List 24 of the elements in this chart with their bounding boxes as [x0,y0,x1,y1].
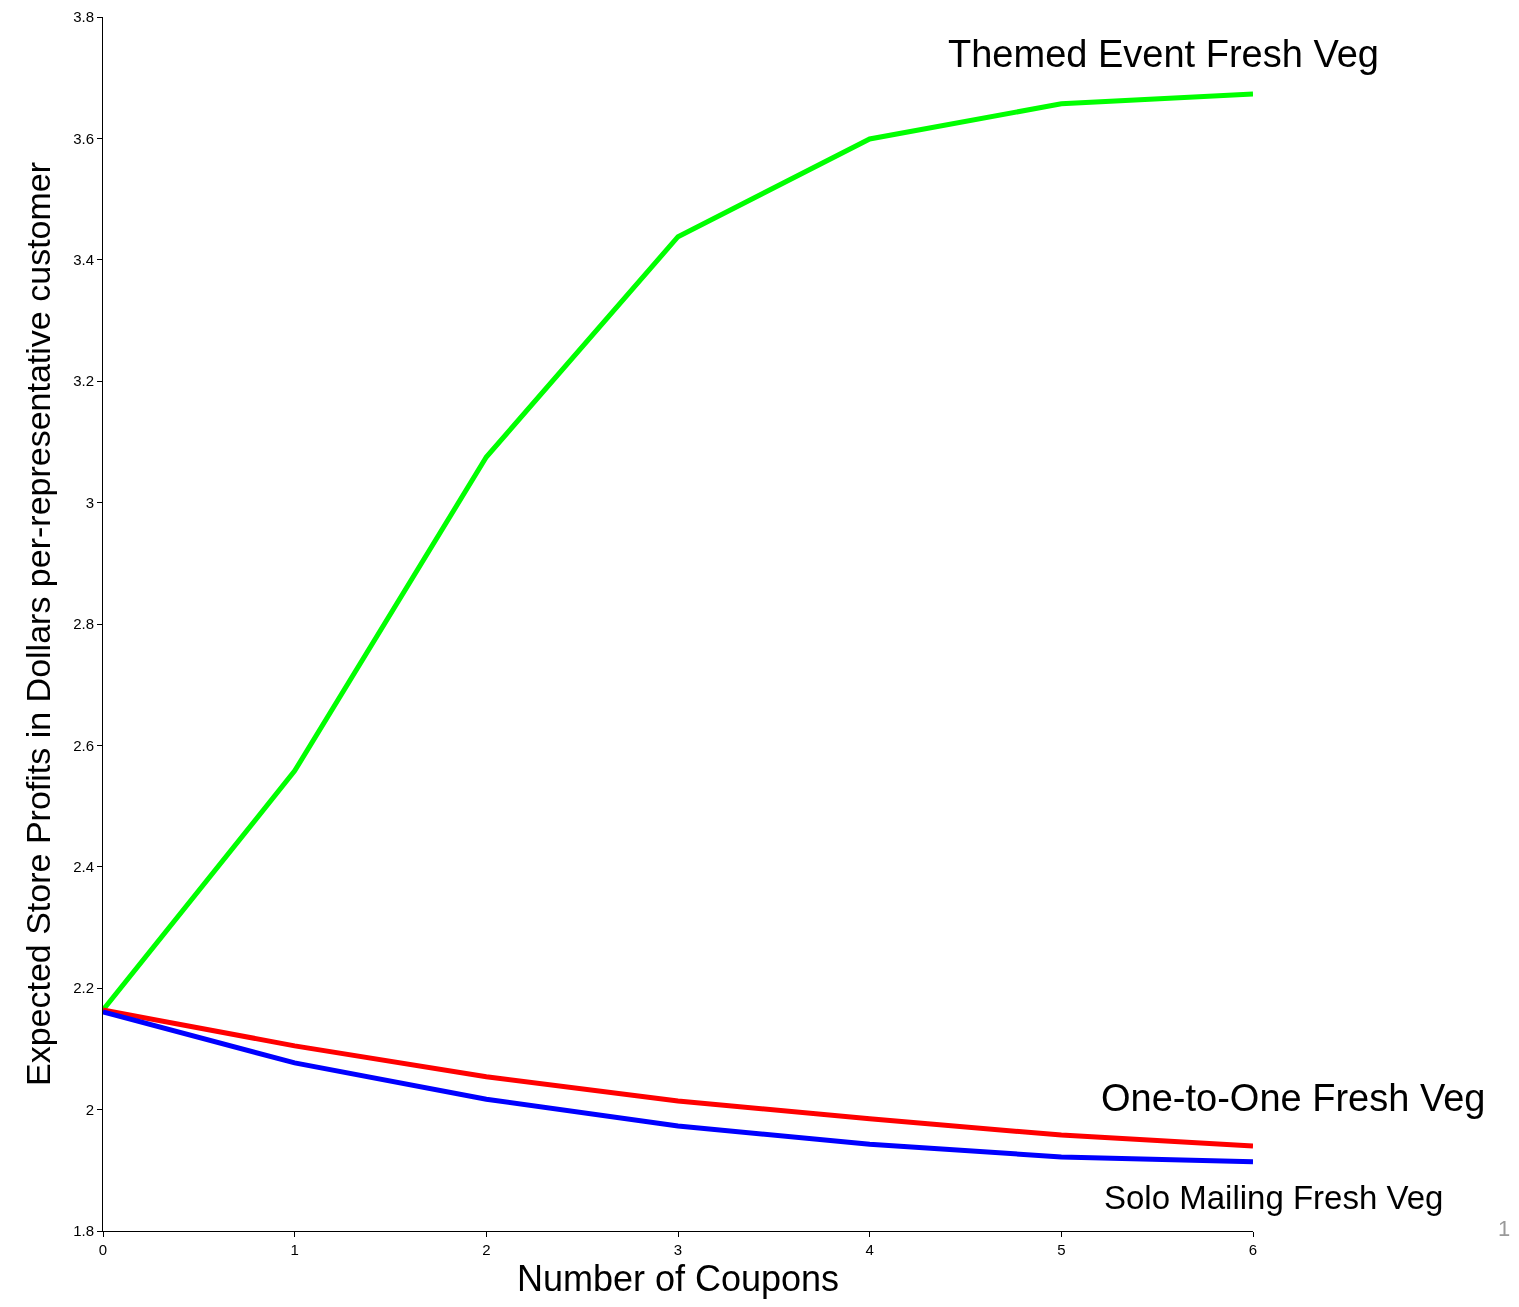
y-tick-label: 2 [85,1100,94,1118]
y-tick-label: 3.2 [73,372,94,390]
series-label: One-to-One Fresh Veg [1101,1077,1486,1119]
series-label: Solo Mailing Fresh Veg [1104,1179,1444,1216]
y-tick-label: 3.6 [73,129,94,147]
y-axis-title: Expected Store Profits in Dollars per-representative customer [18,161,57,1087]
x-tick-label: 3 [673,1241,683,1258]
x-tick-label: 2 [482,1241,491,1258]
x-tick-label: 5 [1057,1241,1066,1258]
y-tick-label: 3.4 [73,251,94,269]
y-tick-label: 2.2 [73,979,94,997]
y-tick-label: 2.6 [73,736,94,754]
text: 1 [1498,1216,1511,1241]
y-tick-label: 3 [85,493,94,511]
x-tick-label: 0 [98,1241,108,1258]
x-tick-label: 1 [290,1241,299,1258]
x-axis-title: Number of Coupons [516,1258,840,1299]
x-tick-label: 4 [865,1241,874,1258]
y-tick-label: 1.8 [73,1222,94,1240]
series-label: Themed Event Fresh Veg [948,33,1379,75]
x-tick-label: 6 [1248,1241,1258,1258]
y-tick-label: 2.4 [73,858,94,876]
y-tick-label: 2.8 [73,615,94,633]
y-tick-label: 3.8 [73,8,94,26]
